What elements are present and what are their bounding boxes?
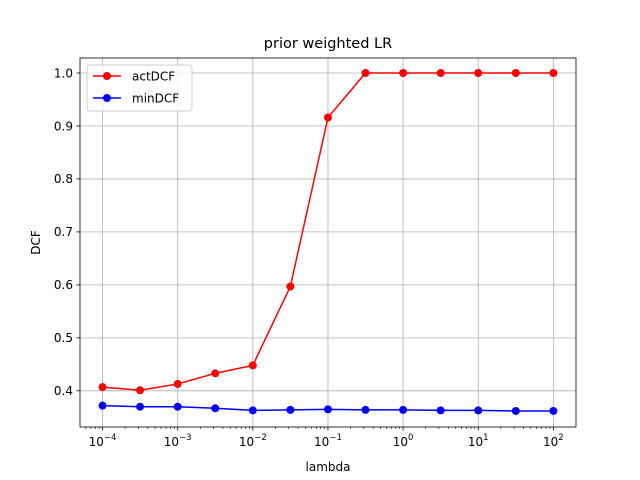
legend-marker <box>103 72 111 80</box>
data-point <box>98 401 107 410</box>
data-point <box>511 406 520 415</box>
y-tick-label: 0.9 <box>54 119 73 133</box>
data-point <box>98 383 107 392</box>
data-point <box>211 404 220 413</box>
data-point <box>323 405 332 414</box>
data-point <box>361 405 370 414</box>
legend-marker <box>103 94 111 102</box>
data-point <box>436 406 445 415</box>
x-tick-label: 10−2 <box>239 433 267 449</box>
y-axis-label: DCF <box>29 230 43 255</box>
y-tick-label: 0.4 <box>54 384 73 398</box>
data-point <box>248 361 257 370</box>
y-tick-label: 0.7 <box>54 225 73 239</box>
data-point <box>286 282 295 291</box>
data-point <box>361 68 370 77</box>
x-tick-label: 102 <box>543 433 564 449</box>
legend-item: actDCF <box>93 69 175 83</box>
data-point <box>549 406 558 415</box>
series-minDCF <box>98 401 558 415</box>
series-actDCF <box>98 68 558 395</box>
y-tick-label: 0.6 <box>54 278 73 292</box>
x-tick-label: 101 <box>468 433 489 449</box>
data-point <box>436 68 445 77</box>
data-point <box>474 406 483 415</box>
data-point <box>173 402 182 411</box>
legend-label: minDCF <box>132 91 179 105</box>
y-tick-label: 1.0 <box>54 66 73 80</box>
data-point <box>511 68 520 77</box>
data-point <box>399 68 408 77</box>
axis-ticks: 10−4 10−3 10−2 10−1 100 101 102 0.4 0.5 0.6 0.7 0.8… <box>54 66 564 449</box>
data-point <box>211 369 220 378</box>
data-point <box>549 68 558 77</box>
y-tick-label: 0.5 <box>54 331 73 345</box>
legend-item: minDCF <box>93 91 179 105</box>
data-point <box>399 405 408 414</box>
data-point <box>474 68 483 77</box>
x-axis-label: lambda <box>306 460 351 474</box>
data-point <box>248 406 257 415</box>
x-tick-label: 10−1 <box>314 433 342 449</box>
x-tick-label: 100 <box>393 433 414 449</box>
data-point <box>173 379 182 388</box>
data-point <box>136 402 145 411</box>
grid <box>80 58 576 427</box>
plot-series <box>98 68 558 415</box>
y-tick-label: 0.8 <box>54 172 73 186</box>
x-tick-label: 10−4 <box>89 433 117 449</box>
data-point <box>323 113 332 122</box>
data-point <box>136 386 145 395</box>
x-tick-label: 10−3 <box>164 433 192 449</box>
legend-label: actDCF <box>132 69 175 83</box>
chart-title: prior weighted LR <box>264 36 392 52</box>
legend: actDCF minDCF <box>86 64 193 112</box>
data-point <box>286 405 295 414</box>
